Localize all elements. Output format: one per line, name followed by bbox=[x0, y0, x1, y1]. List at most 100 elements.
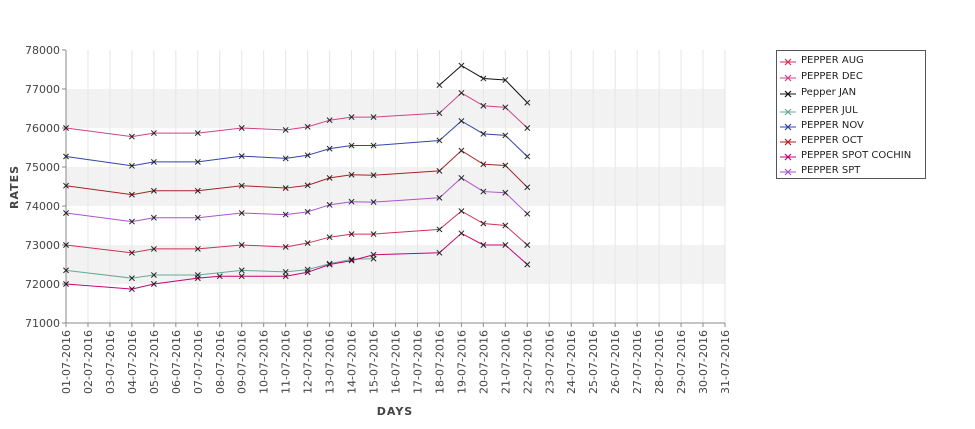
data-point-marker bbox=[436, 226, 443, 233]
data-point-marker bbox=[458, 208, 465, 215]
data-point-marker bbox=[238, 153, 245, 160]
data-point-marker bbox=[524, 125, 531, 131]
data-point-marker bbox=[458, 62, 465, 69]
data-point-marker bbox=[238, 273, 245, 280]
data-point-marker bbox=[282, 268, 289, 275]
data-point-marker bbox=[238, 210, 245, 216]
data-point-marker bbox=[326, 174, 333, 181]
legend-swatch-icon bbox=[780, 123, 796, 131]
data-point-marker bbox=[150, 214, 157, 221]
y-tick-label: 73000 bbox=[25, 239, 60, 252]
data-point-marker bbox=[326, 201, 333, 208]
x-tick-label: 06-07-2016 bbox=[170, 330, 183, 394]
x-tick-label: 24-07-2016 bbox=[565, 330, 578, 394]
x-tick-label: 30-07-2016 bbox=[697, 330, 710, 394]
legend-item: PEPPER JUL bbox=[777, 104, 927, 120]
data-point-marker bbox=[304, 152, 311, 159]
data-point-marker bbox=[524, 242, 531, 248]
data-point-marker bbox=[480, 130, 487, 137]
data-point-marker bbox=[348, 171, 355, 178]
data-point-marker bbox=[370, 142, 377, 149]
data-point-marker bbox=[370, 114, 377, 121]
legend-label: PEPPER SPOT COCHIN bbox=[801, 150, 912, 161]
x-tick-label: 10-07-2016 bbox=[258, 330, 271, 394]
data-point-marker bbox=[216, 273, 223, 280]
x-tick-label: 26-07-2016 bbox=[609, 330, 622, 394]
data-point-marker bbox=[436, 194, 443, 201]
x-tick-label: 27-07-2016 bbox=[631, 330, 644, 394]
y-tick-label: 74000 bbox=[25, 200, 60, 213]
series-group bbox=[63, 147, 531, 198]
x-tick-label: 25-07-2016 bbox=[587, 330, 600, 394]
x-tick-label: 15-07-2016 bbox=[368, 330, 381, 394]
series-group bbox=[63, 174, 531, 225]
data-point-marker bbox=[63, 281, 69, 287]
legend-item: PEPPER NOV bbox=[777, 119, 927, 135]
x-tick-label: 31-07-2016 bbox=[719, 330, 732, 394]
x-axis-ticks: 01-07-2016 02-07-2016 03-07-2016 04-07-2016… bbox=[60, 323, 732, 394]
data-point-marker bbox=[502, 104, 509, 111]
series-group bbox=[63, 208, 531, 256]
series-line bbox=[65, 232, 528, 290]
legend-item: PEPPER SPT bbox=[777, 164, 927, 180]
data-point-marker bbox=[370, 231, 377, 238]
data-point-marker bbox=[502, 222, 509, 229]
data-point-marker bbox=[480, 220, 487, 227]
data-point-marker bbox=[502, 189, 509, 196]
data-point-marker bbox=[370, 172, 377, 179]
x-tick-label: 21-07-2016 bbox=[499, 330, 512, 394]
y-tick-label: 78000 bbox=[25, 44, 60, 57]
x-tick-label: 05-07-2016 bbox=[148, 330, 161, 394]
data-point-marker bbox=[458, 118, 465, 124]
data-point-marker bbox=[128, 249, 135, 256]
legend-label: PEPPER NOV bbox=[801, 120, 864, 131]
data-point-marker bbox=[524, 99, 531, 106]
data-point-marker bbox=[63, 242, 69, 248]
series-group bbox=[63, 118, 531, 169]
data-point-marker bbox=[282, 126, 289, 133]
x-tick-label: 17-07-2016 bbox=[411, 330, 424, 394]
data-point-marker bbox=[282, 243, 289, 250]
data-point-marker bbox=[370, 199, 377, 206]
data-point-marker bbox=[128, 275, 135, 282]
data-point-marker bbox=[63, 153, 69, 160]
data-point-marker bbox=[458, 230, 465, 237]
data-point-marker bbox=[480, 75, 487, 82]
legend-label: PEPPER DEC bbox=[801, 71, 863, 82]
data-point-marker bbox=[150, 245, 157, 252]
y-tick-label: 76000 bbox=[25, 122, 60, 135]
data-point-marker bbox=[304, 269, 311, 276]
data-point-marker bbox=[238, 182, 245, 189]
x-tick-label: 12-07-2016 bbox=[302, 330, 315, 394]
data-point-marker bbox=[194, 158, 201, 165]
data-point-marker bbox=[150, 158, 157, 165]
data-point-marker bbox=[436, 110, 443, 117]
x-axis-title: DAYS bbox=[377, 405, 413, 418]
x-tick-label: 16-07-2016 bbox=[390, 330, 403, 394]
data-point-marker bbox=[502, 77, 509, 83]
data-point-marker bbox=[348, 142, 355, 149]
data-point-marker bbox=[436, 167, 443, 174]
data-point-marker bbox=[436, 137, 443, 144]
data-point-marker bbox=[194, 214, 201, 221]
legend-swatch-icon bbox=[780, 74, 796, 82]
x-tick-label: 18-07-2016 bbox=[433, 330, 446, 394]
data-point-marker bbox=[304, 182, 311, 189]
data-point-marker bbox=[480, 102, 487, 109]
y-axis-ticks: 71000 72000 73000 74000 75000 76000 77000 78000 bbox=[25, 44, 66, 330]
data-point-marker bbox=[348, 231, 355, 238]
legend-item: PEPPER DEC bbox=[777, 70, 927, 86]
legend-swatch-icon bbox=[780, 90, 796, 98]
x-tick-label: 02-07-2016 bbox=[82, 330, 95, 394]
data-point-marker bbox=[480, 188, 487, 195]
data-point-marker bbox=[436, 249, 443, 256]
legend-swatch-icon bbox=[780, 168, 796, 176]
y-tick-label: 75000 bbox=[25, 161, 60, 174]
data-point-marker bbox=[128, 162, 135, 169]
legend-item: PEPPER OCT bbox=[777, 134, 927, 150]
y-tick-label: 72000 bbox=[25, 278, 60, 291]
data-point-marker bbox=[128, 133, 135, 140]
series-line bbox=[65, 258, 374, 279]
data-point-marker bbox=[458, 147, 465, 154]
x-tick-label: 01-07-2016 bbox=[60, 330, 73, 394]
